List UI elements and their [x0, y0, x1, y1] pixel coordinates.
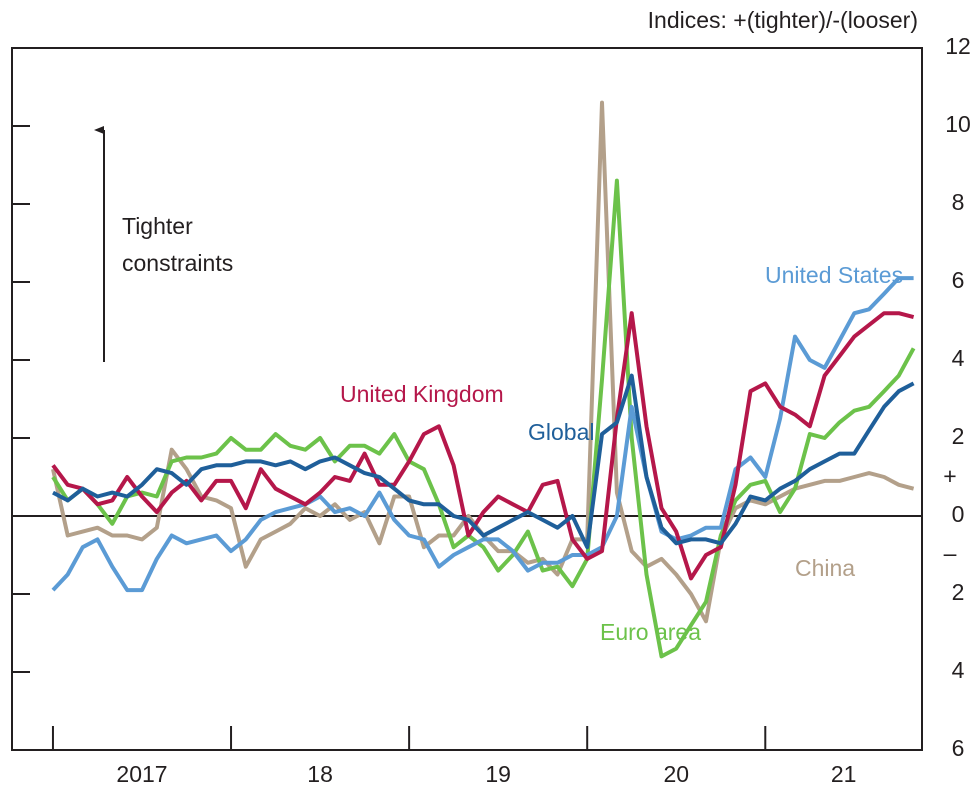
series-line: [51, 311, 915, 581]
series-label: United States: [765, 262, 903, 288]
annotation: Tighter constraints: [122, 213, 233, 276]
x-tick-label: 18: [307, 761, 333, 787]
series-line: [51, 100, 915, 624]
y-tick-label: 4: [952, 345, 965, 371]
y-tick-label: 10: [945, 111, 971, 137]
x-tick-label: 20: [663, 761, 689, 787]
series-label: China: [795, 555, 855, 581]
sign-label: –: [944, 540, 957, 566]
axis-title: Indices: +(tighter)/-(looser): [648, 7, 918, 33]
y-tick-label: 8: [952, 189, 965, 215]
series-line: [51, 178, 916, 659]
sign-label: +: [943, 463, 956, 489]
y-tick-label: 4: [952, 657, 965, 683]
y-tick-label: 6: [952, 735, 965, 761]
y-tick-label: 6: [952, 267, 965, 293]
series-label: Euro area: [600, 619, 701, 645]
series-label: United Kingdom: [340, 381, 504, 407]
series-line: [52, 373, 915, 550]
series-line: [51, 276, 914, 593]
y-tick-label: 12: [945, 33, 971, 59]
plot-frame: [11, 47, 923, 751]
x-tick-label: 19: [485, 761, 511, 787]
x-tick-label: 21: [831, 761, 857, 787]
x-tick-label: 2017: [116, 761, 167, 787]
y-tick-label: 2: [952, 579, 965, 605]
y-tick-label: 0: [952, 501, 965, 527]
series-label: Global: [528, 419, 594, 445]
y-tick-label: 2: [952, 423, 965, 449]
